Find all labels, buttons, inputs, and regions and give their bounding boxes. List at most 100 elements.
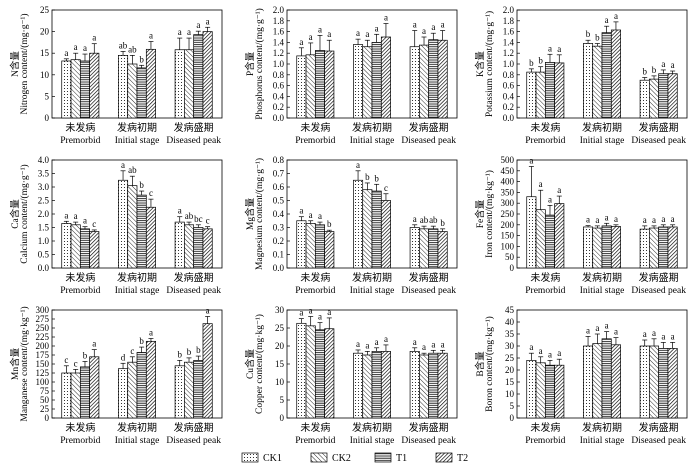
x-category-label-en: Premorbid	[295, 436, 335, 446]
legend-item-ck2: CK2	[310, 452, 351, 464]
significance-letter: a	[548, 43, 552, 53]
bar	[544, 214, 555, 269]
bar	[419, 354, 430, 419]
y-tick-label: 2.0	[38, 209, 50, 219]
significance-letter: a	[375, 337, 379, 347]
significance-letter: d	[121, 352, 126, 362]
y-tick-label: 2.0	[503, 5, 515, 15]
bar	[314, 224, 325, 269]
x-category-label-cn: 发病盛期	[409, 271, 449, 284]
x-category-label-cn: 发病盛期	[409, 121, 449, 134]
significance-letter: a	[178, 27, 182, 37]
significance-letter: a	[309, 32, 313, 42]
y-tick-label: 4.0	[38, 155, 50, 165]
y-tick-label: 25	[40, 5, 50, 15]
significance-letter: a	[318, 312, 322, 322]
y-tick-label: 50	[40, 395, 50, 405]
x-category-label-cn: 发病初期	[117, 121, 157, 134]
significance-letter: a	[529, 155, 533, 165]
x-category-label-en: Diseased peak	[401, 436, 456, 446]
y-tick-label: 0.4	[503, 91, 515, 101]
significance-letter: a	[557, 185, 561, 195]
bar	[79, 228, 90, 269]
y-axis-label-en: Magnesium content/(mg·g⁻¹)	[254, 158, 265, 270]
bar	[362, 46, 373, 119]
y-tick-label: 20	[275, 341, 285, 351]
x-category-label-en: Premorbid	[60, 286, 100, 296]
y-tick-label: 20	[505, 365, 515, 375]
significance-letter: a	[614, 11, 618, 21]
x-category-label-cn: 发病初期	[582, 121, 622, 134]
significance-letter: b	[652, 65, 657, 75]
significance-letter: a	[384, 334, 388, 344]
significance-letter: a	[661, 214, 665, 224]
significance-letter: a	[652, 328, 656, 338]
bar	[61, 372, 72, 419]
bar	[535, 362, 546, 419]
significance-letter: a	[605, 15, 609, 25]
significance-letter: ab	[429, 215, 438, 225]
bar	[649, 345, 660, 419]
x-category-label-cn: 未发病	[65, 421, 95, 434]
significance-letter: b	[177, 349, 182, 359]
bar	[658, 348, 669, 419]
x-category-label-en: Initial stage	[115, 436, 160, 446]
significance-letter: a	[595, 323, 599, 333]
significance-letter: bc	[194, 214, 203, 224]
panel-p: 0.00.20.40.60.81.01.21.41.61.82.0 P含量 Phos…	[244, 5, 458, 146]
significance-letter: b	[327, 219, 332, 229]
significance-letter: b	[187, 347, 192, 357]
significance-letter: a	[74, 42, 78, 52]
bar	[419, 228, 430, 269]
significance-letter: a	[614, 214, 618, 224]
significance-letter: a	[187, 27, 191, 37]
bar	[601, 32, 612, 119]
bar	[118, 55, 129, 119]
bar	[419, 44, 430, 119]
significance-letter: a	[365, 340, 369, 350]
y-tick-label: 0	[45, 413, 50, 423]
y-tick-label: 10	[275, 377, 285, 387]
significance-letter: a	[299, 37, 303, 47]
y-tick-label: 0	[510, 413, 515, 423]
y-axis-label-en: Nitrogen content/(mg·g⁻¹)	[19, 14, 30, 115]
bar	[649, 227, 660, 269]
panel-k: 0.00.20.40.60.81.01.21.41.61.82.0 K含量 Pota…	[474, 5, 688, 146]
y-axis-label-cn: B含量	[474, 351, 486, 377]
legend-label: CK2	[332, 453, 351, 464]
x-category-label-en: Initial stage	[350, 136, 395, 146]
significance-letter: a	[299, 206, 303, 216]
bar	[526, 196, 537, 269]
y-tick-label: 0.0	[38, 263, 50, 273]
significance-letter: a	[206, 305, 210, 315]
bar	[145, 340, 156, 419]
x-category-label-en: Diseased peak	[166, 436, 221, 446]
significance-letter: b	[595, 32, 600, 42]
significance-letter: a	[557, 348, 561, 358]
legend-swatch	[241, 452, 259, 463]
y-axis-label-en: Calcium content/(mg·g⁻¹)	[19, 164, 30, 263]
x-category-label-en: Diseased peak	[401, 136, 456, 146]
y-axis-label-en: Copper content/(mg·kg⁻¹)	[254, 314, 265, 414]
x-category-label-en: Initial stage	[580, 286, 625, 296]
legend-label: T2	[457, 453, 468, 464]
significance-letter: a	[671, 331, 675, 341]
y-tick-label: 1.0	[38, 236, 50, 246]
y-tick-label: 5	[510, 401, 515, 411]
significance-letter: a	[356, 28, 360, 38]
significance-letter: a	[196, 20, 200, 30]
significance-letter: a	[643, 215, 647, 225]
x-category-label-en: Initial stage	[115, 286, 160, 296]
bar	[202, 31, 213, 119]
y-tick-label: 0.4	[273, 91, 285, 101]
y-tick-label: 400	[501, 177, 515, 187]
y-tick-label: 0.8	[273, 70, 285, 80]
bar	[380, 351, 391, 419]
bar	[535, 209, 546, 269]
bar	[428, 39, 439, 119]
x-category-label-en: Premorbid	[295, 286, 335, 296]
significance-letter: a	[652, 215, 656, 225]
bar	[314, 329, 325, 419]
y-tick-label: 0.8	[503, 70, 515, 80]
